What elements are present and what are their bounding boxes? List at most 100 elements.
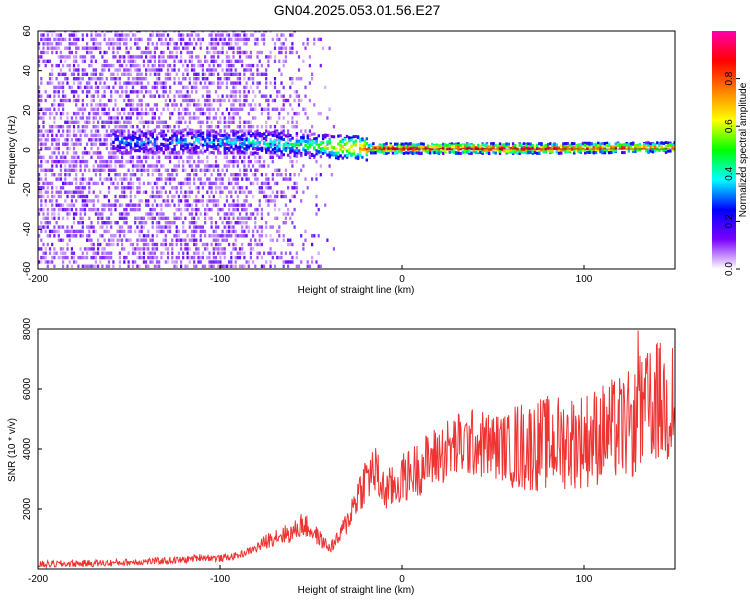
- heatmap-cell: [232, 242, 235, 247]
- heatmap-cell: [241, 137, 244, 141]
- heatmap-cell: [68, 238, 71, 242]
- heatmap-cell: [453, 145, 456, 148]
- heatmap-cell: [228, 221, 231, 225]
- heatmap-cell: [83, 177, 87, 181]
- heatmap-cell: [158, 68, 161, 72]
- heatmap-cell: [158, 260, 161, 264]
- heatmap-cell: [282, 33, 285, 37]
- heatmap-cell: [289, 85, 292, 90]
- heatmap-cell: [112, 140, 115, 144]
- heatmap-cell: [332, 247, 335, 251]
- heatmap-cell: [241, 50, 244, 55]
- heatmap-cell: [64, 168, 67, 172]
- heatmap-cell: [269, 145, 272, 149]
- heatmap-cell: [55, 85, 58, 90]
- heatmap-cell: [184, 141, 187, 145]
- heatmap-cell: [131, 77, 135, 81]
- heatmap-cell: [177, 194, 180, 199]
- heatmap-cell: [55, 50, 58, 55]
- heatmap-cell: [330, 135, 334, 139]
- heatmap-cell: [40, 37, 43, 42]
- heatmap-cell: [212, 181, 215, 186]
- heatmap-cell: [166, 94, 170, 98]
- heatmap-cell: [557, 151, 561, 155]
- heatmap-cell: [155, 229, 159, 234]
- heatmap-cell: [230, 129, 233, 133]
- heatmap-cell: [151, 260, 154, 264]
- heatmap-cell: [470, 144, 473, 148]
- heatmap-cell: [112, 63, 115, 68]
- heatmap-cell: [335, 154, 338, 158]
- heatmap-cell: [51, 203, 54, 207]
- heatmap-cell: [68, 229, 71, 234]
- heatmap-cell: [136, 225, 139, 229]
- heatmap-cell: [118, 177, 121, 181]
- heatmap-cell: [463, 143, 467, 147]
- heatmap-cell: [64, 199, 67, 203]
- heatmap-cell: [88, 234, 91, 238]
- heatmap-cell: [57, 234, 60, 238]
- heatmap-cell: [223, 146, 226, 150]
- heatmap-cell: [129, 63, 132, 68]
- heatmap-cell: [601, 144, 604, 148]
- heatmap-cell: [214, 98, 218, 103]
- heatmap-cell: [254, 225, 257, 229]
- heatmap-cell: [249, 55, 252, 59]
- heatmap-cell: [114, 186, 117, 190]
- heatmap-cell: [256, 31, 259, 33]
- heatmap-cell: [121, 242, 124, 247]
- heatmap-cell: [116, 68, 119, 72]
- heatmap-cell: [540, 145, 543, 148]
- heatmap-cell: [206, 212, 209, 216]
- heatmap-cell: [55, 155, 58, 159]
- heatmap-cell: [217, 81, 220, 85]
- heatmap-cell: [75, 46, 78, 50]
- heatmap-cell: [70, 164, 73, 168]
- heatmap-cell: [138, 103, 141, 107]
- heatmap-cell: [153, 103, 156, 107]
- heatmap-cell: [88, 264, 91, 268]
- heatmap-cell: [184, 216, 187, 220]
- heatmap-cell: [79, 55, 82, 59]
- heatmap-cell: [101, 111, 104, 116]
- heatmap-cell: [193, 134, 196, 138]
- heatmap-cell: [267, 111, 270, 116]
- heatmap-cell: [53, 116, 56, 120]
- heatmap-cell: [173, 103, 176, 107]
- heatmap-cell: [186, 203, 189, 207]
- heatmap-cell: [306, 264, 309, 268]
- heatmap-cell: [136, 37, 139, 42]
- heatmap-cell: [123, 125, 126, 129]
- heatmap-cell: [169, 141, 172, 145]
- heatmap-cell: [221, 46, 224, 50]
- heatmap-cell: [105, 255, 108, 260]
- heatmap-cell: [649, 142, 652, 146]
- heatmap-cell: [138, 63, 141, 68]
- heatmap-cell: [195, 42, 198, 46]
- heatmap-cell: [62, 111, 65, 116]
- heatmap-cell: [328, 133, 331, 138]
- heatmap-cell: [260, 181, 263, 186]
- heatmap-cell: [632, 148, 635, 152]
- heatmap-cell: [249, 120, 252, 124]
- heatmap-cell: [343, 137, 347, 141]
- heatmap-cell: [46, 59, 49, 63]
- heatmap-cell: [291, 81, 294, 85]
- heatmap-cell: [249, 103, 252, 107]
- heatmap-cell: [291, 116, 294, 120]
- heatmap-cell: [169, 77, 172, 81]
- heatmap-cell: [145, 221, 148, 225]
- heatmap-cell: [155, 164, 159, 168]
- heatmap-cell: [79, 247, 82, 251]
- heatmap-cell: [129, 31, 132, 33]
- heatmap-cell: [57, 212, 60, 216]
- heatmap-cell: [103, 194, 106, 199]
- heatmap-cell: [107, 37, 111, 42]
- heatmap-cell: [247, 111, 250, 116]
- heatmap-cell: [365, 153, 368, 157]
- heatmap-cell: [243, 85, 246, 90]
- heatmap-cell: [81, 37, 84, 42]
- heatmap-cell: [55, 221, 58, 225]
- heatmap-cell: [40, 129, 43, 133]
- heatmap-cell: [538, 151, 541, 155]
